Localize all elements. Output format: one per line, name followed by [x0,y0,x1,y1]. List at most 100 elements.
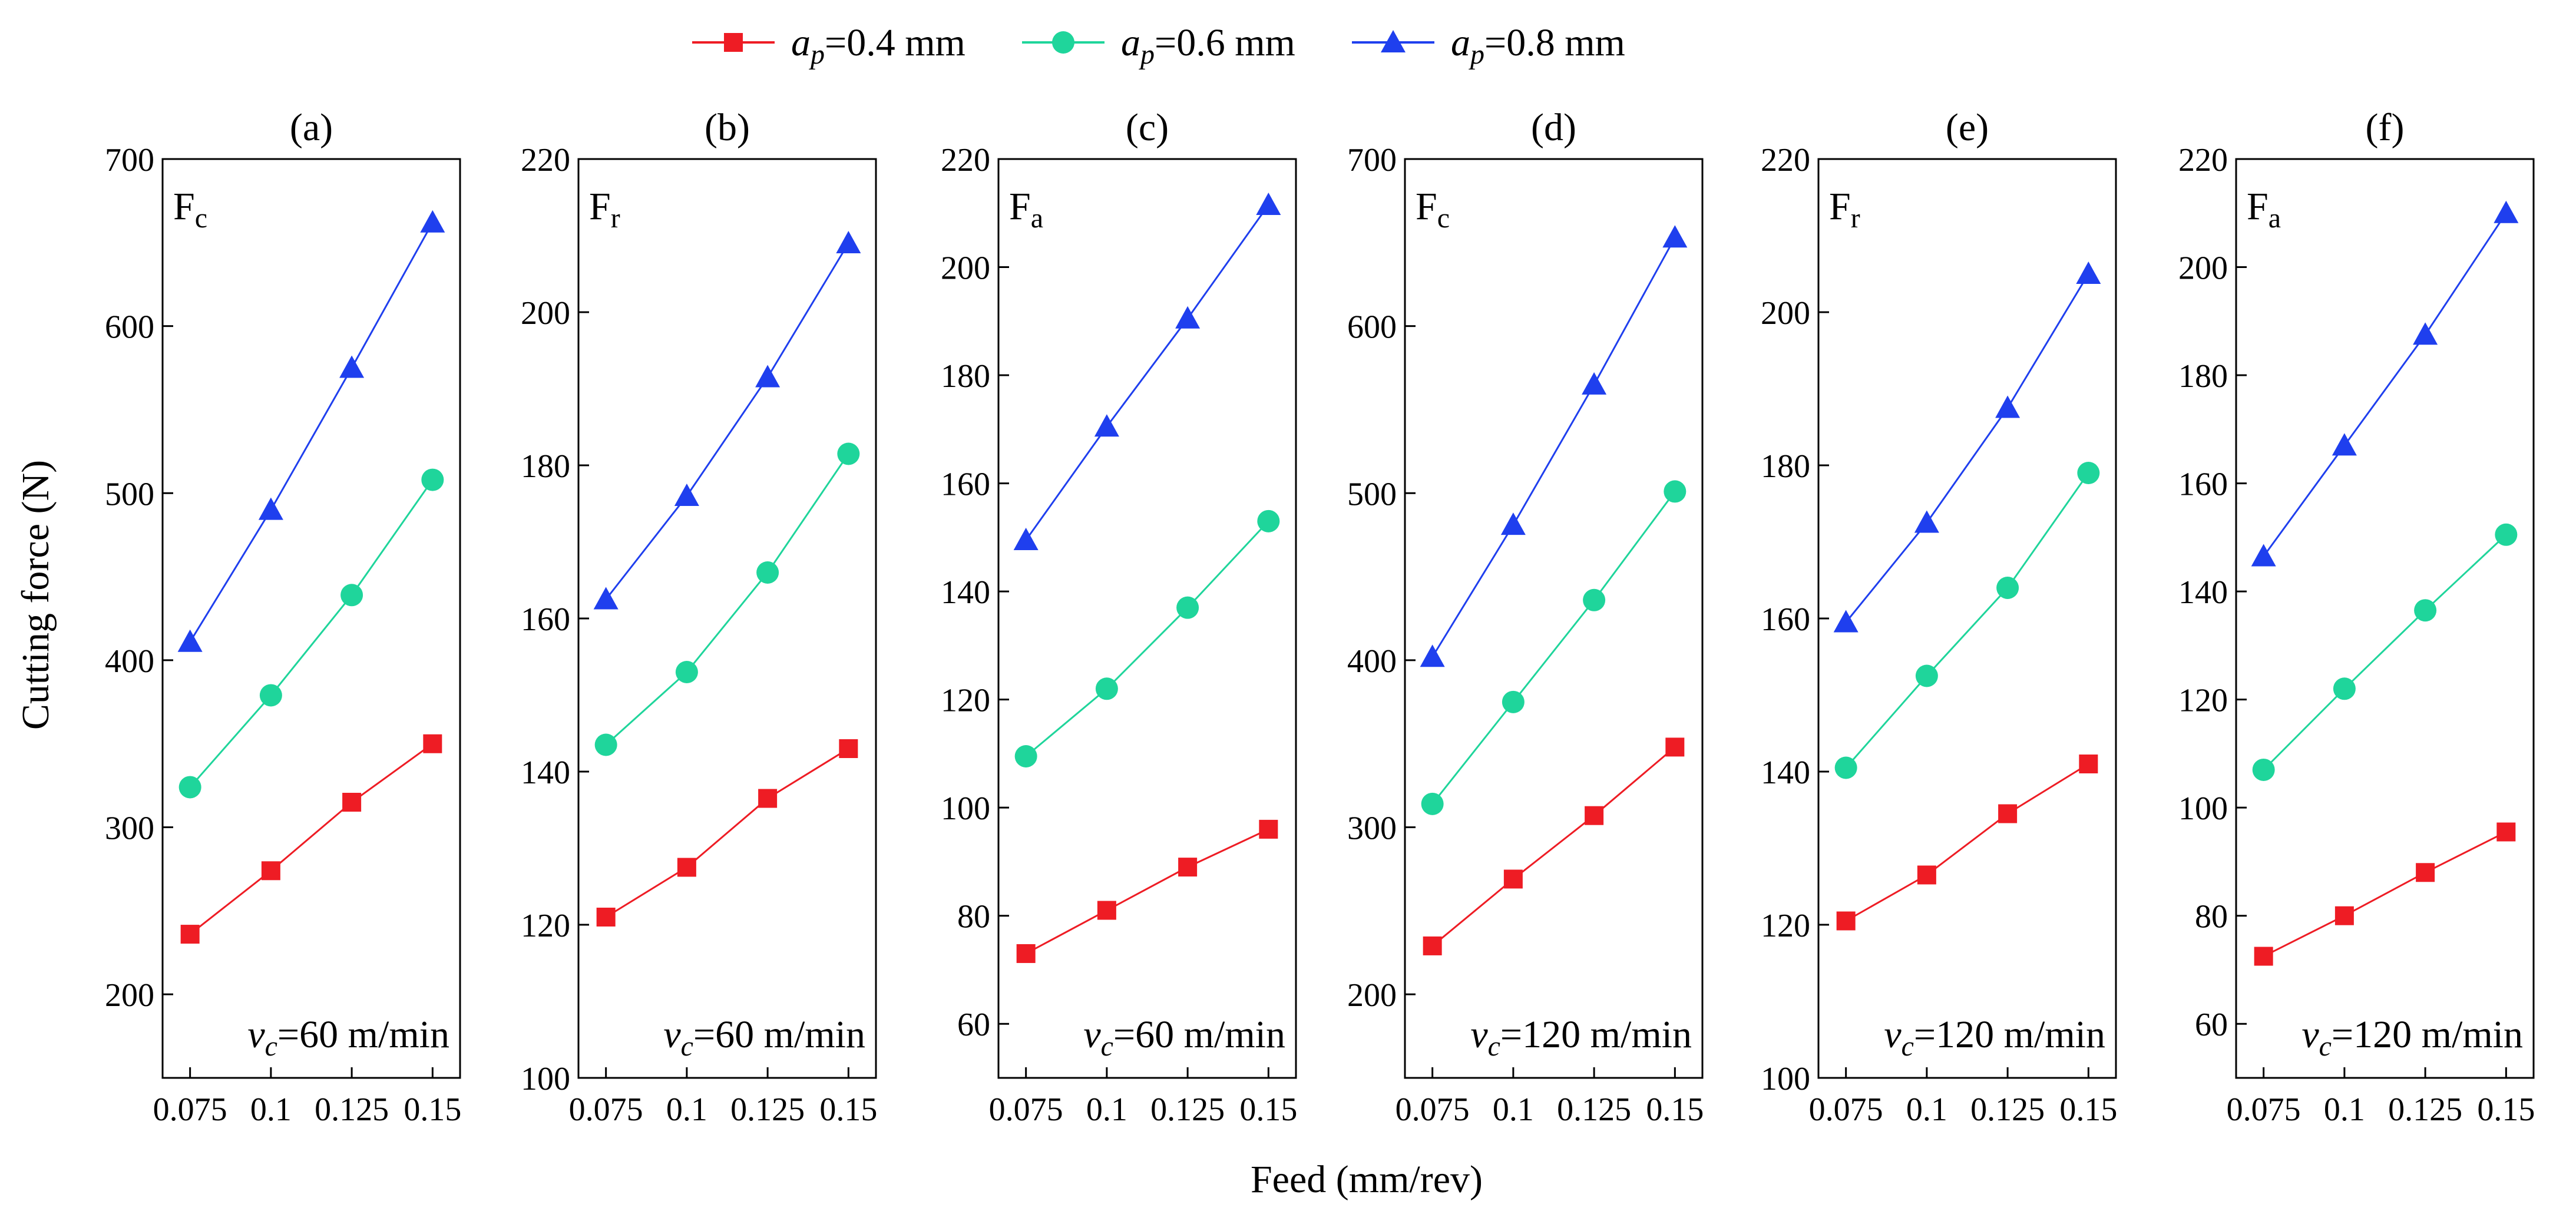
y-tick-label: 600 [1347,309,1397,346]
series-line [1845,472,2089,769]
data-point [1996,577,2019,599]
y-tick-label: 200 [105,977,154,1014]
x-tick-label: 0.1 [2324,1091,2365,1128]
plot-frame [997,158,1297,1079]
data-point [758,789,778,808]
y-tick-label: 120 [1761,908,1810,944]
data-point [421,468,444,491]
x-tick-label: 0.125 [1557,1091,1631,1128]
series-1 [1016,819,1278,963]
data-point [2251,544,2276,567]
data-point [2334,906,2354,925]
data-point [339,355,365,378]
data-point [178,776,201,799]
data-point [1178,858,1198,877]
data-point [1423,936,1442,955]
data-point [2495,523,2518,546]
speed-label: vc=120 m/min [2301,1013,2523,1062]
y-tick-label: 160 [2178,466,2228,503]
panel-c: (c) 60 80 100 120 140 160 180 200 220 0.075 0.1 0.12… [941,106,1297,1128]
y-tick-label: 100 [2178,790,2228,827]
data-point [1500,512,1526,535]
force-label: Fa [2247,185,2281,234]
x-tick-label: 0.125 [1970,1091,2045,1128]
y-tick-label: 100 [941,790,990,827]
data-point [1097,901,1116,920]
y-tick-label: 180 [941,358,990,395]
data-point [1502,690,1525,713]
series-line [189,479,434,788]
data-point [1257,509,1280,532]
data-point [2077,462,2100,484]
panel-title: (e) [1946,106,1989,149]
legend-item-2: ap=0.6 mm [1022,21,1295,70]
x-tick-label: 0.125 [730,1091,805,1128]
panel-title: (c) [1126,106,1169,149]
data-point [1664,480,1687,503]
series-1 [1836,755,2098,931]
x-tick-label: 0.1 [1493,1091,1534,1128]
data-point [1665,737,1685,757]
x-tick-label: 0.075 [153,1091,227,1128]
y-tick-label: 140 [941,574,990,611]
data-point [2254,947,2273,966]
speed-label: vc=60 m/min [247,1013,449,1062]
y-tick-label: 700 [105,142,154,178]
y-tick-label: 160 [521,601,570,638]
y-tick-label: 140 [1761,755,1810,791]
x-tick-label: 0.15 [1239,1091,1297,1128]
data-point [2416,863,2435,882]
series-1 [596,739,858,927]
data-point [1013,527,1039,550]
data-point [837,442,860,465]
y-tick-label: 140 [521,755,570,791]
plot-frame [1404,158,1704,1079]
panel-d: (d) 200 300 400 500 600 700 0.075 0.1 0.125 0.15 Fc… [1347,106,1704,1128]
y-tick-label: 60 [2195,1007,2228,1043]
data-point [1259,819,1278,839]
y-tick-label: 200 [2178,250,2228,287]
x-tick-label: 0.125 [1150,1091,1225,1128]
series-line [1431,491,1676,805]
data-point [1095,677,1118,700]
speed-label: vc=120 m/min [1470,1013,1692,1062]
series-2 [594,442,860,756]
series-3 [2251,200,2519,567]
data-point [259,684,282,707]
series-line [2263,212,2507,557]
y-tick-label: 500 [105,476,154,512]
series-3 [1833,262,2101,633]
panel-title: (f) [2366,106,2405,149]
legend-item-3: ap=0.8 mm [1352,21,1625,70]
data-point [1016,944,1036,963]
series-line [1431,746,1676,947]
y-tick-label: 200 [941,250,990,287]
data-point [1014,745,1037,767]
series-line [605,243,849,600]
x-tick-label: 0.075 [1396,1091,1470,1128]
series-3 [1420,225,1688,667]
y-tick-label: 160 [1761,601,1810,638]
data-point [1420,644,1445,667]
series-line [1431,237,1676,658]
x-axis-title: Feed (mm/rev) [1251,1158,1483,1201]
panel-title: (b) [705,106,750,149]
y-tick-label: 120 [941,683,990,719]
plot-frame [1817,158,2117,1079]
x-tick-label: 0.125 [315,1091,389,1128]
series-3 [1013,193,1281,550]
data-point [2414,599,2437,622]
y-tick-label: 220 [521,142,570,178]
y-tick-label: 300 [1347,810,1397,847]
data-point [423,734,442,753]
y-axis-title: Cutting force (N) [14,460,57,730]
y-tick-label: 60 [957,1007,990,1043]
data-point [675,661,698,683]
y-tick-label: 120 [521,908,570,944]
panel-title: (a) [290,106,333,149]
y-tick-label: 220 [2178,142,2228,178]
x-tick-label: 0.075 [2227,1091,2301,1128]
data-point [1836,911,1856,931]
data-point [2079,755,2098,773]
x-tick-label: 0.15 [2477,1091,2535,1128]
